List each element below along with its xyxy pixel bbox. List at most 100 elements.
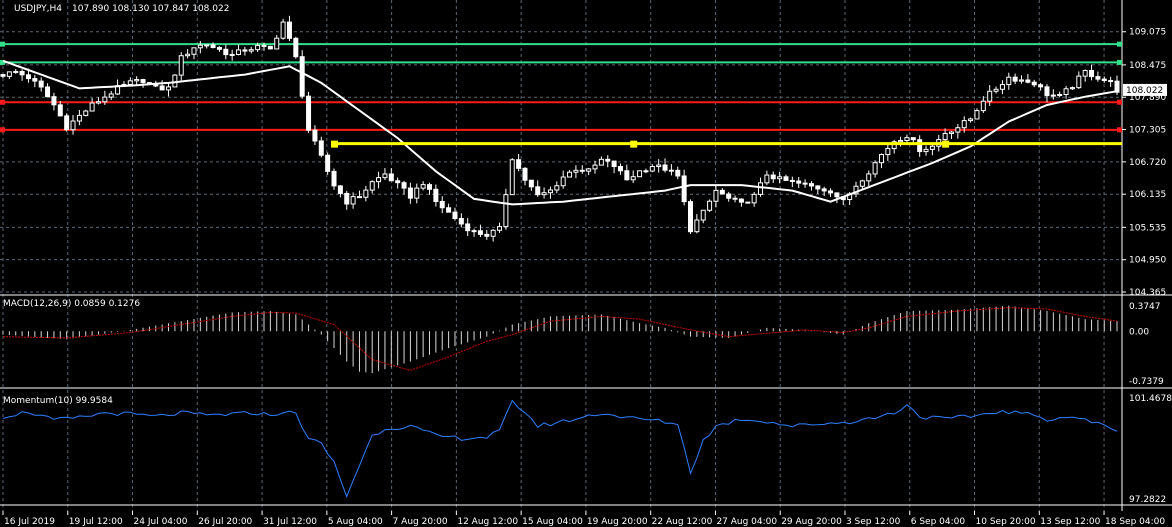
candle-body bbox=[427, 184, 433, 190]
candle-body bbox=[1114, 80, 1120, 93]
x-tick-label: 22 Aug 12:00 bbox=[652, 517, 713, 527]
candle-body bbox=[541, 192, 547, 196]
candle-body bbox=[13, 70, 19, 73]
level-handle[interactable] bbox=[0, 127, 5, 133]
trend-anchor[interactable] bbox=[630, 140, 638, 148]
candle-body bbox=[108, 93, 114, 98]
candle-body bbox=[1076, 75, 1082, 89]
candle-body bbox=[866, 173, 872, 182]
price-y-tick-label: 105.535 bbox=[1129, 223, 1166, 233]
price-candles bbox=[0, 15, 1120, 242]
candle-body bbox=[76, 114, 82, 122]
moving-average-line bbox=[2, 59, 1118, 206]
candle-body bbox=[509, 159, 515, 196]
candle-body bbox=[535, 186, 541, 196]
candle-body bbox=[611, 160, 617, 168]
candle-body bbox=[458, 218, 464, 225]
candle-body bbox=[1044, 86, 1050, 97]
x-tick-label: 18 Sep 04:00 bbox=[1105, 517, 1165, 527]
current-price-tag bbox=[1123, 83, 1167, 96]
candle-body bbox=[598, 158, 604, 166]
level-handle[interactable] bbox=[1117, 127, 1122, 133]
candle-body bbox=[891, 141, 897, 150]
candle-body bbox=[681, 175, 687, 203]
candle-body bbox=[236, 49, 242, 55]
candle-body bbox=[95, 101, 101, 104]
momentum-title: Momentum(10) 99.9584 bbox=[3, 396, 113, 406]
level-handle[interactable] bbox=[1117, 99, 1122, 105]
candle-body bbox=[1069, 87, 1075, 90]
level-handle[interactable] bbox=[1117, 41, 1122, 47]
axes: 109.075 108.475 107.890 107.305 106.720 106.1… bbox=[2, 28, 1172, 527]
candle-body bbox=[51, 96, 57, 106]
x-tick-label: 3 Sep 12:00 bbox=[846, 517, 901, 527]
candle-body bbox=[178, 55, 184, 76]
x-tick-label: 26 Jul 20:00 bbox=[198, 517, 252, 527]
trend-anchor[interactable] bbox=[942, 140, 950, 148]
x-tick-label: 7 Aug 20:00 bbox=[393, 517, 448, 527]
trend-anchor[interactable] bbox=[331, 140, 339, 148]
candle-body bbox=[637, 170, 643, 178]
candle-body bbox=[1012, 76, 1018, 82]
candle-body bbox=[929, 145, 935, 150]
candle-body bbox=[127, 80, 133, 85]
candle-body bbox=[579, 169, 585, 172]
candle-body bbox=[649, 166, 655, 172]
candle-body bbox=[395, 180, 401, 184]
candle-body bbox=[83, 110, 89, 116]
candle-body bbox=[490, 229, 496, 237]
price-y-tick-label: 109.075 bbox=[1129, 28, 1166, 38]
trend-line[interactable] bbox=[331, 140, 1122, 148]
macd-y-tick-label: 0.00 bbox=[1129, 327, 1149, 337]
candle-body bbox=[980, 100, 986, 112]
candle-body bbox=[363, 189, 369, 198]
x-tick-label: 16 Jul 2019 bbox=[4, 517, 55, 527]
candle-body bbox=[592, 164, 598, 170]
candle-body bbox=[948, 131, 954, 134]
candle-body bbox=[369, 181, 375, 191]
candle-body bbox=[420, 184, 426, 189]
candle-body bbox=[719, 189, 725, 195]
candle-body bbox=[516, 159, 522, 169]
candle-body bbox=[567, 171, 573, 178]
candle-body bbox=[344, 192, 350, 205]
candle-body bbox=[293, 37, 299, 58]
candle-body bbox=[1019, 79, 1025, 82]
candle-body bbox=[255, 44, 261, 51]
price-y-tick-label: 104.365 bbox=[1129, 288, 1166, 298]
level-handle[interactable] bbox=[0, 41, 5, 47]
candle-body bbox=[350, 196, 356, 205]
candle-body bbox=[815, 185, 821, 190]
candle-body bbox=[267, 45, 273, 50]
level-handle[interactable] bbox=[0, 59, 5, 65]
level-handle[interactable] bbox=[1117, 59, 1122, 65]
x-tick-label: 12 Aug 12:00 bbox=[457, 517, 518, 527]
price-y-tick-label: 107.305 bbox=[1129, 126, 1166, 136]
candle-body bbox=[687, 201, 693, 233]
level-handle[interactable] bbox=[0, 99, 5, 105]
candle-body bbox=[796, 180, 802, 184]
x-tick-label: 13 Sep 12:00 bbox=[1040, 517, 1100, 527]
candle-body bbox=[172, 74, 178, 88]
candle-body bbox=[910, 137, 916, 141]
candle-body bbox=[617, 166, 623, 172]
candle-body bbox=[700, 209, 706, 221]
candle-body bbox=[738, 198, 744, 203]
price-y-tick-label: 107.890 bbox=[1129, 93, 1166, 103]
candle-body bbox=[1006, 76, 1012, 86]
candle-body bbox=[961, 120, 967, 129]
candle-body bbox=[484, 233, 490, 237]
candle-body bbox=[1101, 78, 1107, 82]
candle-body bbox=[675, 169, 681, 177]
candle-body bbox=[783, 176, 789, 181]
candle-body bbox=[1108, 80, 1114, 83]
candle-body bbox=[859, 180, 865, 187]
candle-body bbox=[191, 47, 197, 55]
candle-body bbox=[624, 170, 630, 181]
candle-body bbox=[407, 187, 413, 199]
candle-body bbox=[1050, 94, 1056, 97]
candle-body bbox=[286, 21, 292, 39]
x-tick-label: 31 Jul 12:00 bbox=[263, 517, 317, 527]
horizontal-levels[interactable] bbox=[0, 41, 1122, 133]
